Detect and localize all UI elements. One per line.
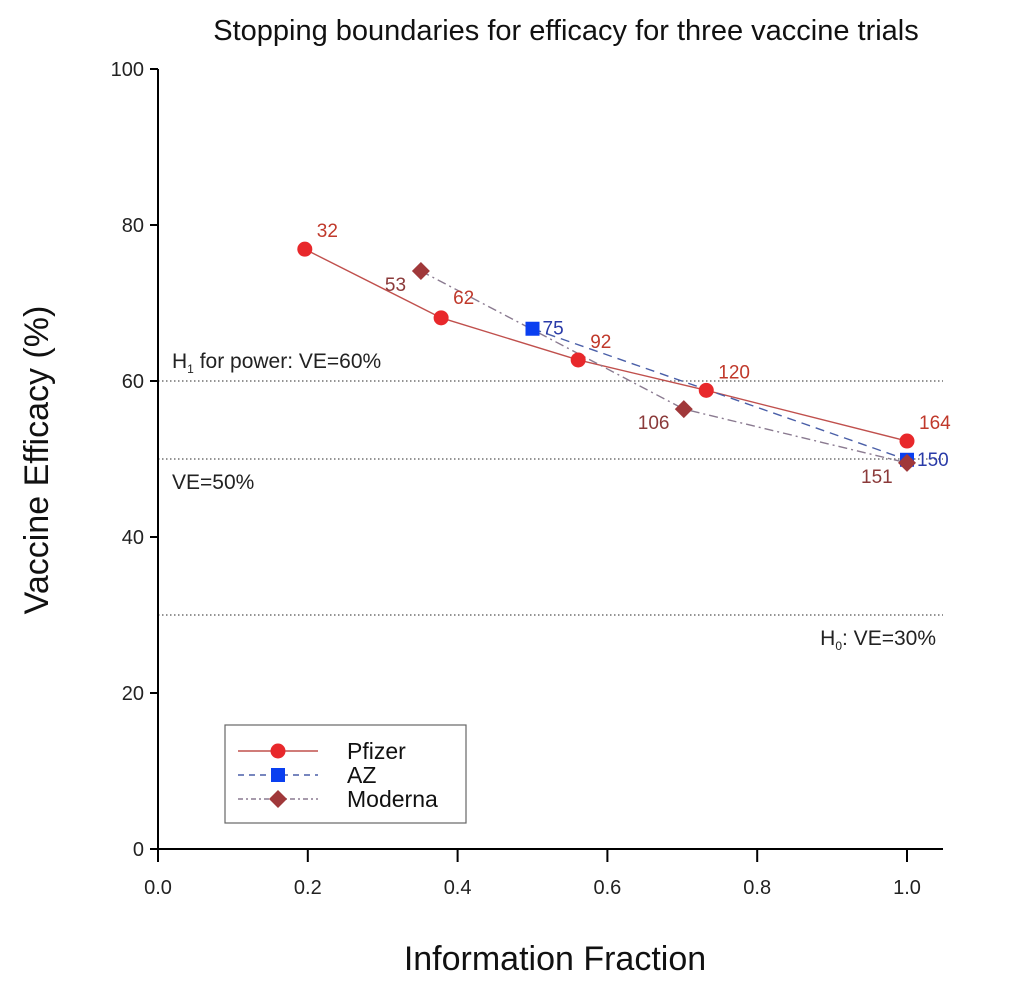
x-tick-label: 0.8 xyxy=(743,877,771,899)
x-tick-label: 0.4 xyxy=(444,877,472,899)
axes: 0 20 40 60 80 100 0.0 0.2 0.4 0.6 0.8 1.0 xyxy=(111,59,943,899)
data-point-pfizer xyxy=(433,310,449,326)
series-markers xyxy=(297,241,916,472)
chart-title: Stopping boundaries for efficacy for thr… xyxy=(213,15,919,47)
legend-marker-moderna xyxy=(269,790,287,808)
data-point-pfizer xyxy=(297,241,313,257)
reference-line-label: VE=50% xyxy=(172,471,254,494)
series-line-moderna xyxy=(420,270,908,464)
y-tick-label: 100 xyxy=(111,59,144,81)
y-tick-label: 0 xyxy=(133,839,144,861)
data-point-pfizer xyxy=(698,382,714,398)
data-point-pfizer xyxy=(570,352,586,368)
y-tick-label: 80 xyxy=(122,215,144,237)
data-point-pfizer xyxy=(899,433,915,449)
reference-lines: H1 for power: VE=60% VE=50% H0: VE=30% xyxy=(158,350,943,653)
data-label-az: 150 xyxy=(917,450,949,471)
data-label-moderna: 106 xyxy=(638,413,670,434)
x-axis-label: Information Fraction xyxy=(404,940,706,978)
y-tick-label: 60 xyxy=(122,371,144,393)
data-label-pfizer: 92 xyxy=(590,332,611,353)
data-point-moderna xyxy=(898,453,916,472)
data-label-moderna: 151 xyxy=(861,467,893,488)
data-label-pfizer: 32 xyxy=(317,221,338,242)
legend-label-moderna: Moderna xyxy=(347,786,438,812)
reference-line-label: H1 for power: VE=60% xyxy=(172,350,381,376)
y-tick-label: 20 xyxy=(122,683,144,705)
x-tick-label: 1.0 xyxy=(893,877,921,899)
data-point-moderna xyxy=(411,262,430,281)
data-label-pfizer: 120 xyxy=(718,362,750,383)
x-tick-label: 0.2 xyxy=(294,877,322,899)
data-point-az xyxy=(525,321,540,336)
point-labels: 32 62 92 120 164 75 150 53 106 151 xyxy=(317,221,951,488)
y-axis-label: Vaccine Efficacy (%) xyxy=(18,306,56,615)
data-label-pfizer: 62 xyxy=(453,288,474,309)
y-tick-label: 40 xyxy=(122,527,144,549)
x-tick-label: 0.6 xyxy=(593,877,621,899)
legend-marker-az xyxy=(271,768,285,782)
x-tick-label: 0.0 xyxy=(144,877,172,899)
data-label-moderna: 53 xyxy=(385,275,406,296)
legend-marker-pfizer xyxy=(270,743,286,759)
data-label-pfizer: 164 xyxy=(919,413,951,434)
series-line-az xyxy=(532,328,908,461)
legend-label-az: AZ xyxy=(347,762,376,788)
legend-label-pfizer: Pfizer xyxy=(347,738,406,764)
data-label-az: 75 xyxy=(543,319,564,340)
reference-line-label: H0: VE=30% xyxy=(820,627,936,653)
legend-box xyxy=(224,724,467,824)
data-point-moderna xyxy=(674,400,693,419)
